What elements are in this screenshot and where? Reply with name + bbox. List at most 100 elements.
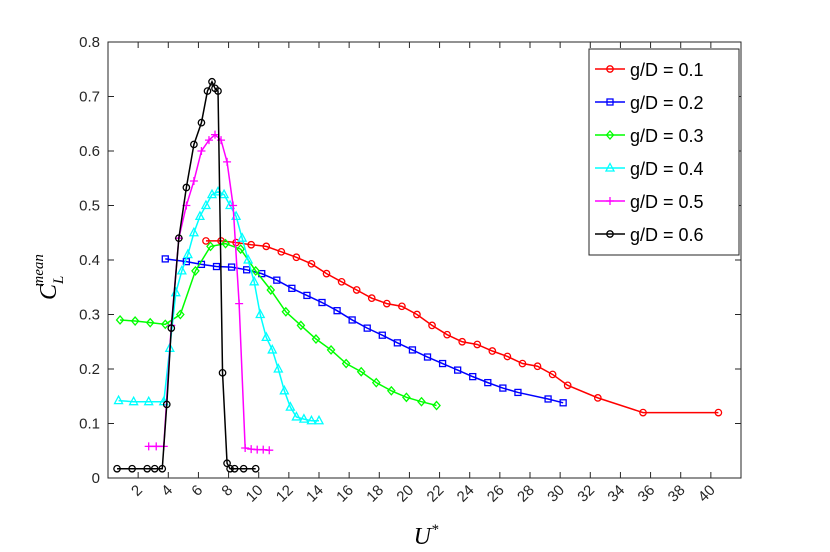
data-point	[533, 362, 542, 371]
data-point	[639, 408, 647, 417]
legend-marker	[606, 98, 614, 106]
data-point	[413, 310, 421, 319]
data-point	[150, 464, 159, 473]
legend-item: g/D = 0.4	[595, 159, 704, 179]
data-point	[402, 392, 411, 403]
data-point	[306, 414, 317, 425]
x-tick-label: 30	[544, 482, 568, 506]
data-point	[288, 284, 296, 292]
legend-label: g/D = 0.5	[630, 192, 704, 212]
data-point	[393, 339, 402, 347]
data-point	[167, 324, 176, 332]
x-tick-label: 24	[454, 482, 478, 506]
y-tick-label: 0.5	[79, 198, 100, 215]
data-point	[189, 176, 198, 185]
data-point	[378, 331, 386, 339]
data-point	[503, 352, 512, 361]
data-point	[200, 199, 212, 210]
data-point	[281, 306, 291, 317]
data-point	[273, 276, 281, 284]
x-tick-label: 34	[604, 482, 628, 506]
data-point	[265, 446, 274, 455]
y-tick-label: 0.4	[79, 252, 100, 269]
x-tick-label: 12	[273, 482, 297, 506]
data-point	[303, 291, 311, 300]
data-point	[292, 253, 301, 262]
data-point	[188, 226, 199, 237]
data-point	[214, 87, 222, 95]
data-point	[518, 359, 527, 368]
data-point	[218, 188, 230, 199]
data-point	[352, 286, 361, 294]
data-point	[307, 259, 316, 268]
data-point	[206, 241, 215, 252]
x-tick-label: 32	[574, 482, 598, 506]
data-point	[454, 366, 462, 374]
legend-item: g/D = 0.1	[595, 60, 704, 80]
x-tick-label: 4	[158, 482, 176, 500]
data-point	[160, 319, 170, 330]
x-tick-label: 8	[218, 482, 236, 500]
data-point	[398, 302, 406, 311]
data-point	[298, 413, 310, 423]
y-tick-label: 0.7	[79, 89, 100, 106]
data-point	[113, 394, 124, 405]
data-point	[247, 240, 256, 249]
data-point	[458, 337, 467, 346]
data-point	[162, 400, 171, 409]
data-point	[202, 237, 210, 245]
data-point	[484, 378, 492, 387]
data-point	[197, 147, 206, 155]
data-point	[443, 330, 451, 339]
x-tick-label: 10	[243, 482, 267, 506]
legend-item: g/D = 0.5	[595, 192, 704, 212]
data-point	[208, 77, 216, 86]
legend: g/D = 0.1 g/D = 0.2 g/D = 0.3 g/D = 0.4 g/D …	[588, 48, 740, 256]
legend-label: g/D = 0.4	[630, 159, 704, 179]
data-point	[273, 363, 284, 373]
legend-marker	[605, 130, 615, 140]
data-point	[548, 370, 557, 379]
data-point	[218, 368, 227, 377]
data-point	[182, 183, 191, 192]
data-point	[423, 353, 432, 361]
legend-box	[588, 48, 740, 256]
data-point	[318, 298, 326, 307]
data-point	[203, 87, 212, 95]
data-point	[382, 299, 391, 308]
data-point	[128, 464, 136, 473]
data-point	[161, 255, 169, 263]
data-point	[559, 399, 567, 407]
data-point	[221, 238, 230, 249]
x-tick-label: 2	[128, 482, 146, 500]
data-point	[267, 344, 278, 354]
data-point	[341, 358, 351, 369]
data-point	[143, 395, 154, 406]
data-point	[144, 442, 153, 451]
data-point	[251, 464, 260, 473]
series-layer	[113, 77, 723, 473]
axes-layer: 00.10.20.30.40.50.60.70.82 4 6 8 10 12 14 16 18 2…	[79, 34, 742, 506]
data-point	[348, 316, 356, 324]
data-point	[714, 408, 723, 417]
data-point	[488, 347, 497, 355]
data-point	[182, 248, 193, 259]
data-point	[152, 442, 161, 451]
data-point	[143, 464, 152, 473]
data-point	[296, 320, 306, 331]
series-line	[117, 80, 256, 470]
data-point	[313, 414, 325, 425]
data-point	[428, 321, 436, 330]
data-point	[224, 199, 236, 210]
series-line	[205, 240, 719, 414]
legend-item: g/D = 0.2	[595, 93, 704, 113]
x-tick-label: 18	[363, 482, 387, 506]
x-tick-label: 40	[695, 482, 719, 506]
data-point	[499, 384, 507, 392]
series-1	[202, 237, 723, 417]
legend-marker	[604, 162, 616, 172]
data-point	[322, 269, 331, 278]
data-point	[243, 266, 251, 274]
x-tick-label: 6	[188, 482, 206, 500]
